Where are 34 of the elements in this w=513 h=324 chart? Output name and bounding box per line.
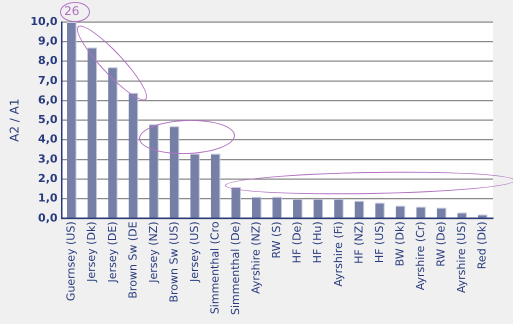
y-tick-label: 9,0	[38, 34, 58, 48]
x-tick-label: RW (De)	[434, 221, 448, 267]
y-tick-label: 10,0	[30, 14, 58, 28]
x-tick-label: Jersey (NZ)	[146, 221, 160, 284]
x-tick-label: RW (S)	[270, 221, 284, 259]
x-tick-label: Jersey (Dk)	[85, 221, 98, 283]
y-tick-label: 0,0	[38, 211, 58, 224]
x-tick-label: Jersey (DE)	[106, 221, 119, 284]
x-tick-label: Red (Dk)	[476, 221, 489, 270]
y-tick-label: 1,0	[38, 192, 58, 205]
x-tick-label: BW (Dk)	[393, 221, 406, 266]
x-tick-label: Ayrshire (Cr)	[414, 221, 427, 290]
x-tick-label: Ayrshire (NZ)	[250, 221, 263, 294]
annotation: 26	[64, 4, 80, 18]
x-tick-label: Brown Sw (DE	[126, 221, 140, 299]
x-tick-label: Simmenthal (Cro	[208, 221, 222, 314]
x-tick-label: HF (US)	[372, 221, 386, 264]
y-tick-label: 5,0	[38, 113, 58, 126]
x-tick-label: HF (Hu)	[311, 221, 324, 264]
y-tick-label: 4,0	[38, 132, 58, 146]
y-tick-label: 8,0	[38, 54, 58, 68]
x-tick-label: HF (De)	[290, 221, 304, 264]
y-tick-label: 3,0	[38, 152, 58, 166]
y-axis-title: A2 / A1	[7, 98, 22, 142]
x-tick-label: Ayrshire (US)	[455, 221, 468, 294]
x-tick-label: Jersey (US)	[188, 221, 201, 284]
x-tick-label: HF (NZ)	[352, 221, 366, 264]
x-tick-label: Ayrshire (Fi)	[332, 221, 345, 287]
y-tick-label: 2,0	[38, 172, 58, 185]
x-tick-label: Simmenthal (De)	[229, 221, 242, 315]
x-tick-label: Brown Sw (US)	[167, 221, 180, 303]
y-tick-label: 7,0	[38, 74, 58, 87]
y-tick-label: 6,0	[38, 93, 58, 106]
x-tick-label: Guernsey (US)	[64, 221, 78, 302]
